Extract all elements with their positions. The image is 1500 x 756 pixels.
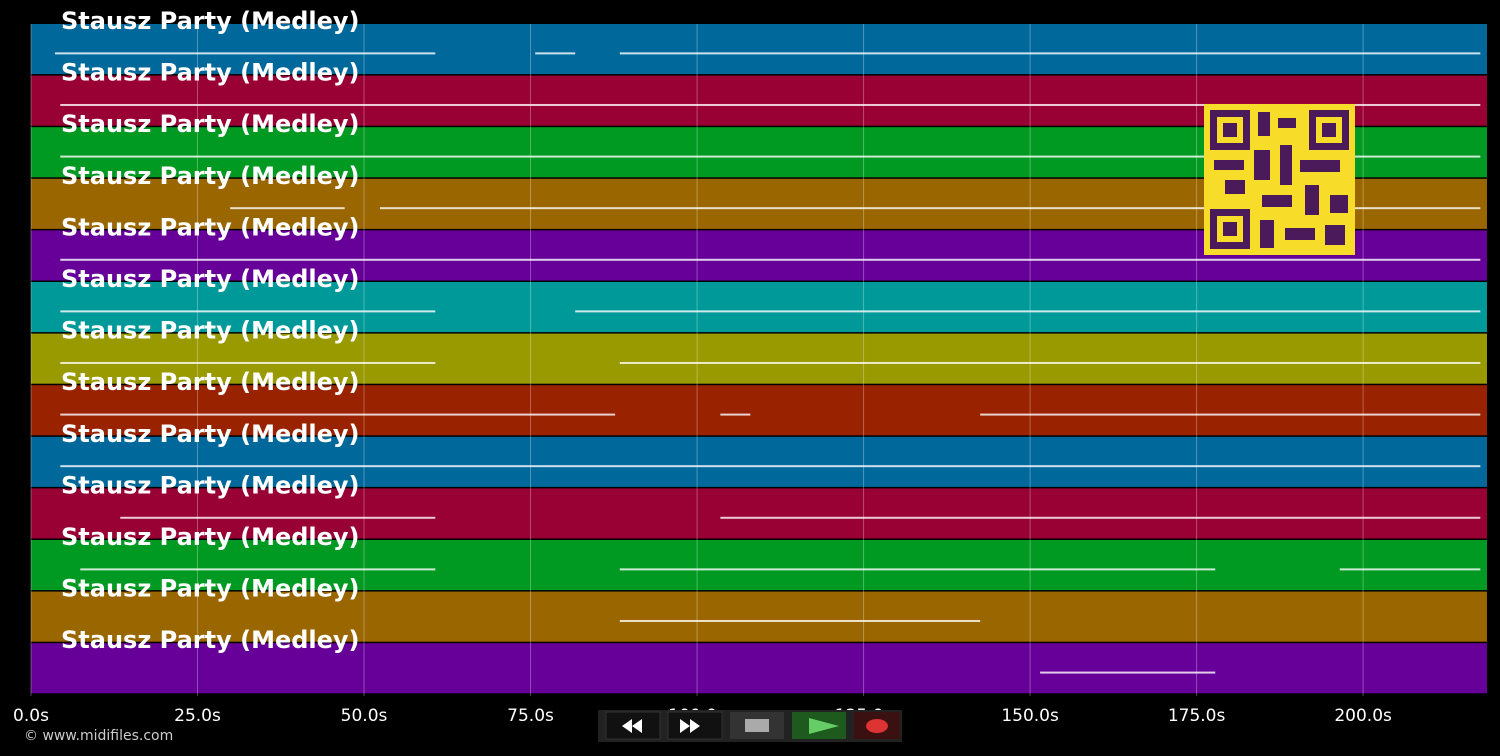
track-label: Stausz Party (Medley) bbox=[61, 368, 360, 396]
track-label: Stausz Party (Medley) bbox=[61, 523, 360, 551]
track-row bbox=[31, 436, 1487, 487]
grid bbox=[30, 24, 1364, 696]
note-activity bbox=[1040, 671, 1216, 674]
x-tick-label: 50.0s bbox=[341, 706, 388, 726]
track-row bbox=[31, 540, 1487, 591]
track-row bbox=[31, 385, 1487, 436]
note-activity bbox=[619, 619, 981, 622]
track-label: Stausz Party (Medley) bbox=[61, 265, 360, 293]
note-activity bbox=[980, 413, 1481, 416]
fast-forward-button[interactable] bbox=[667, 711, 723, 740]
note-activity bbox=[380, 207, 1481, 210]
track-row bbox=[31, 643, 1487, 694]
track-label: Stausz Party (Medley) bbox=[61, 317, 360, 345]
x-tick-label: 0.0s bbox=[13, 706, 49, 726]
x-tick-label: 175.0s bbox=[1168, 706, 1226, 726]
note-activity bbox=[80, 568, 436, 571]
track-row bbox=[31, 24, 1487, 75]
record-button[interactable] bbox=[854, 712, 900, 739]
transport-controls bbox=[598, 710, 902, 742]
note-activity bbox=[1339, 568, 1481, 571]
track-label: Stausz Party (Medley) bbox=[61, 59, 360, 87]
track-label: Stausz Party (Medley) bbox=[61, 110, 360, 138]
note-activity bbox=[60, 465, 1481, 468]
qr-code bbox=[1204, 104, 1355, 255]
x-tick-label: 150.0s bbox=[1001, 706, 1059, 726]
track-label: Stausz Party (Medley) bbox=[61, 162, 360, 190]
note-activity bbox=[619, 52, 1481, 55]
track-row bbox=[31, 488, 1487, 539]
footer: © www.midifiles.com bbox=[24, 728, 173, 744]
rewind-button[interactable] bbox=[605, 711, 661, 740]
note-activity bbox=[60, 155, 1481, 158]
track-row bbox=[31, 591, 1487, 642]
note-activity bbox=[619, 361, 1481, 364]
track-label: Stausz Party (Medley) bbox=[61, 7, 360, 35]
x-tick-label: 200.0s bbox=[1334, 706, 1392, 726]
track-label: Stausz Party (Medley) bbox=[61, 471, 360, 499]
note-activity bbox=[60, 310, 436, 313]
note-activity bbox=[720, 516, 1481, 519]
track-label: Stausz Party (Medley) bbox=[61, 213, 360, 241]
note-activity bbox=[120, 516, 436, 519]
note-activity bbox=[60, 413, 616, 416]
play-button[interactable] bbox=[792, 712, 846, 739]
note-activity bbox=[575, 310, 1481, 313]
note-activity bbox=[60, 258, 1481, 261]
note-activity bbox=[60, 103, 1481, 106]
x-tick-label: 75.0s bbox=[507, 706, 554, 726]
track-row bbox=[31, 333, 1487, 384]
track-label: Stausz Party (Medley) bbox=[61, 420, 360, 448]
note-activity bbox=[60, 361, 436, 364]
track-labels: Stausz Party (Medley) Stausz Party (Medle… bbox=[61, 7, 360, 654]
track-label: Stausz Party (Medley) bbox=[61, 575, 360, 603]
note-activity bbox=[230, 207, 345, 210]
note-activity bbox=[535, 52, 576, 55]
note-activity bbox=[619, 568, 1216, 571]
stop-button[interactable] bbox=[730, 712, 784, 739]
x-tick-label: 25.0s bbox=[174, 706, 221, 726]
track-label: Stausz Party (Medley) bbox=[61, 626, 360, 654]
track-row bbox=[31, 282, 1487, 333]
note-activity bbox=[720, 413, 751, 416]
note-activity bbox=[54, 52, 436, 55]
